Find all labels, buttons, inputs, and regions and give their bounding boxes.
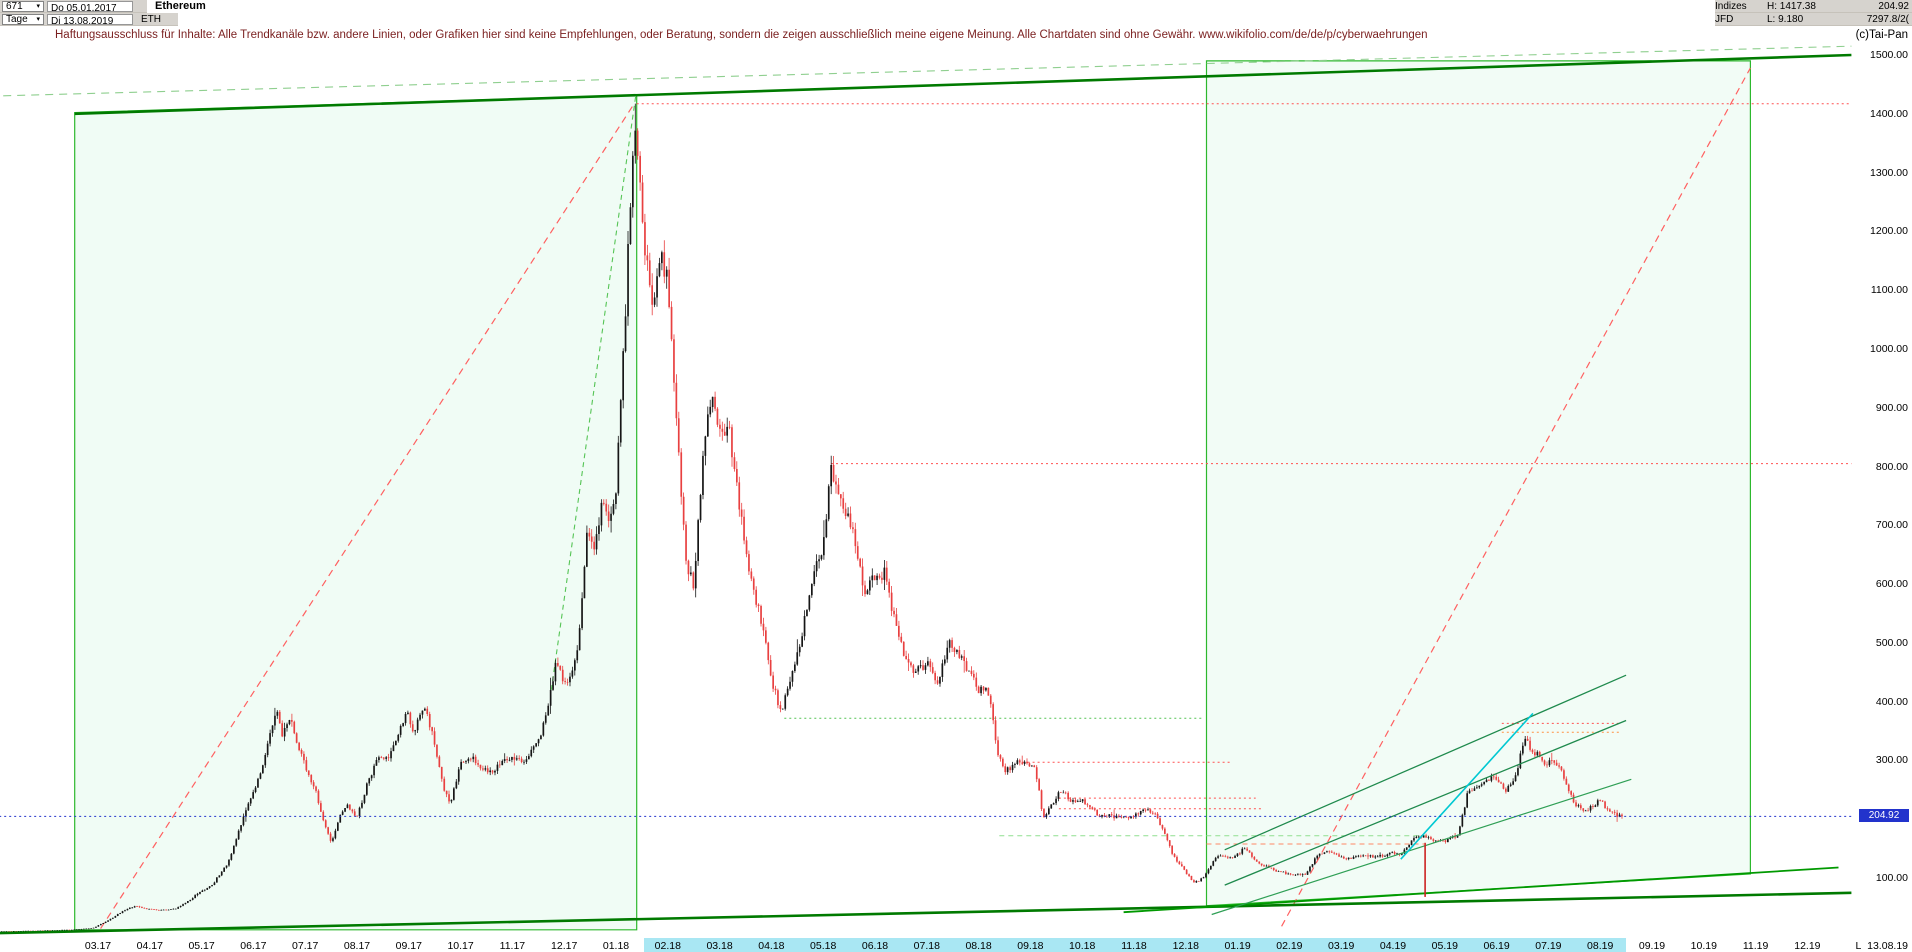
copyright-label: (c)Tai-Pan [1855,29,1908,41]
last-date-label: L 13.08.19 [1855,940,1908,952]
bar-count-dropdown[interactable]: 671 ▾ [2,0,44,12]
price-chart[interactable]: 1500.00 1400.00 1300.00 1200.00 1100.00 1000.… [0,44,1912,952]
y-axis-label: 700.00 [1875,519,1908,532]
x-axis-label: 11.18 [1121,940,1147,952]
y-axis-label: 900.00 [1875,401,1908,414]
x-axis-label: 07.17 [292,940,319,952]
y-axis-label: 1400.00 [1870,107,1908,120]
right-projection-box [1205,60,1752,907]
disclaimer-text: Haftungsausschluss für Inhalte: Alle Tre… [55,29,1428,41]
x-axis-label: 09.17 [395,940,422,952]
x-axis-label: 01.19 [1224,940,1251,952]
header-info-row2: JFD L: 9.180 7297.8/2( [1715,13,1912,26]
x-axis-label: 10.19 [1690,940,1717,952]
x-axis-label: 07.19 [1535,940,1562,952]
chart-canvas[interactable] [0,44,1860,937]
x-axis-label: 12.17 [551,940,578,952]
red-dashed-uptrend-2017 [100,103,635,929]
y-axis-label: 800.00 [1875,460,1908,473]
toolbar-row-secondary: Tage ▾ Di 13.08.2019 ETH JFD L: 9.180 72… [0,12,1912,27]
x-axis-label: 06.19 [1483,940,1510,952]
x-axis-label: 08.19 [1587,940,1614,952]
period-low-value: L: 9.180 [1767,13,1804,25]
x-axis-label: 12.18 [1172,940,1199,952]
disclaimer-row: Haftungsausschluss für Inhalte: Alle Tre… [0,26,1912,44]
x-axis-highlight [644,938,1627,952]
y-axis-label: 1100.00 [1870,284,1908,297]
toolbar-spacer [178,12,1715,26]
range-start-date-field[interactable]: Do 05.01.2017 [47,0,133,14]
chevron-down-icon: ▾ [36,15,40,23]
x-axis-label: 07.18 [913,940,940,952]
x-axis-label: 01.18 [602,940,630,952]
header-info-row1: Indizes H: 1417.38 204.92 [1715,0,1912,13]
y-axis-label: 400.00 [1875,695,1908,708]
header-last-price: 204.92 [1878,0,1909,12]
channel-2019-upper-trendline [1224,674,1627,851]
cyan-trendline [1400,712,1534,860]
x-axis-label: 10.17 [447,940,474,952]
current-price-tag: 204.92 [1859,809,1909,823]
broker-label: JFD [1715,13,1734,25]
lower-support-trendline [0,891,1852,935]
x-axis-label: 09.18 [1017,940,1044,952]
current-date-field[interactable]: Di 13.08.2019 [47,13,133,27]
bar-count-value: 671 [6,0,23,12]
x-axis-label: 05.19 [1431,940,1458,952]
timeframe-dropdown[interactable]: Tage ▾ [2,13,44,25]
x-axis-label: 03.18 [706,940,733,952]
symbol-label: ETH [141,13,161,25]
chevron-down-icon: ▾ [36,2,40,10]
y-axis-label: 1500.00 [1870,49,1908,61]
x-axis-label: 12.19 [1794,940,1821,952]
y-axis-label: 1200.00 [1870,225,1908,238]
x-axis-label: 05.18 [810,940,837,952]
x-axis-label: 08.17 [343,940,371,952]
x-axis-label: 04.19 [1379,940,1407,952]
x-axis-label: 10.18 [1069,940,1096,952]
y-axis-label: 1300.00 [1870,166,1908,179]
x-axis-label: 02.18 [654,940,681,952]
y-axis-label: 1000.00 [1870,342,1908,355]
y-axis-label: 500.00 [1875,636,1908,649]
x-axis-label: 03.19 [1328,940,1355,952]
green-dashed-steep-2017 [550,96,637,690]
upper-dashed-trendline [0,45,1852,97]
left-channel-box [74,94,638,931]
timeframe-value: Tage [6,13,28,25]
x-axis-label: 11.19 [1742,940,1769,952]
period-high-value: H: 1417.38 [1767,0,1816,12]
x-axis-label: 06.18 [861,940,889,952]
x-axis-label: 03.17 [84,940,112,952]
x-axis-label: 04.18 [758,940,785,952]
indizes-label: Indizes [1715,0,1747,12]
channel-2019-lower-trendline [1224,719,1627,886]
x-axis-label: 04.17 [136,940,163,952]
trend-2019-mid-trendline [1211,778,1632,916]
y-axis-label: 300.00 [1875,754,1908,767]
instrument-title: Ethereum [147,0,1715,13]
x-axis-label: 02.19 [1276,940,1303,952]
header-extra-value: 7297.8/2( [1866,13,1909,25]
x-axis-label: 09.19 [1638,940,1666,952]
x-axis-label: 06.17 [240,940,267,952]
toolbar-row-primary: 671 ▾ Do 05.01.2017 Ethereum Indizes H: … [0,0,1912,14]
x-axis-label: 08.18 [965,940,992,952]
upper-resistance-trendline [74,53,1852,116]
y-axis-label: 100.00 [1875,872,1908,885]
x-axis-label: 05.17 [188,940,215,952]
x-axis-label: 11.17 [499,940,526,952]
y-axis-label: 600.00 [1875,578,1908,591]
